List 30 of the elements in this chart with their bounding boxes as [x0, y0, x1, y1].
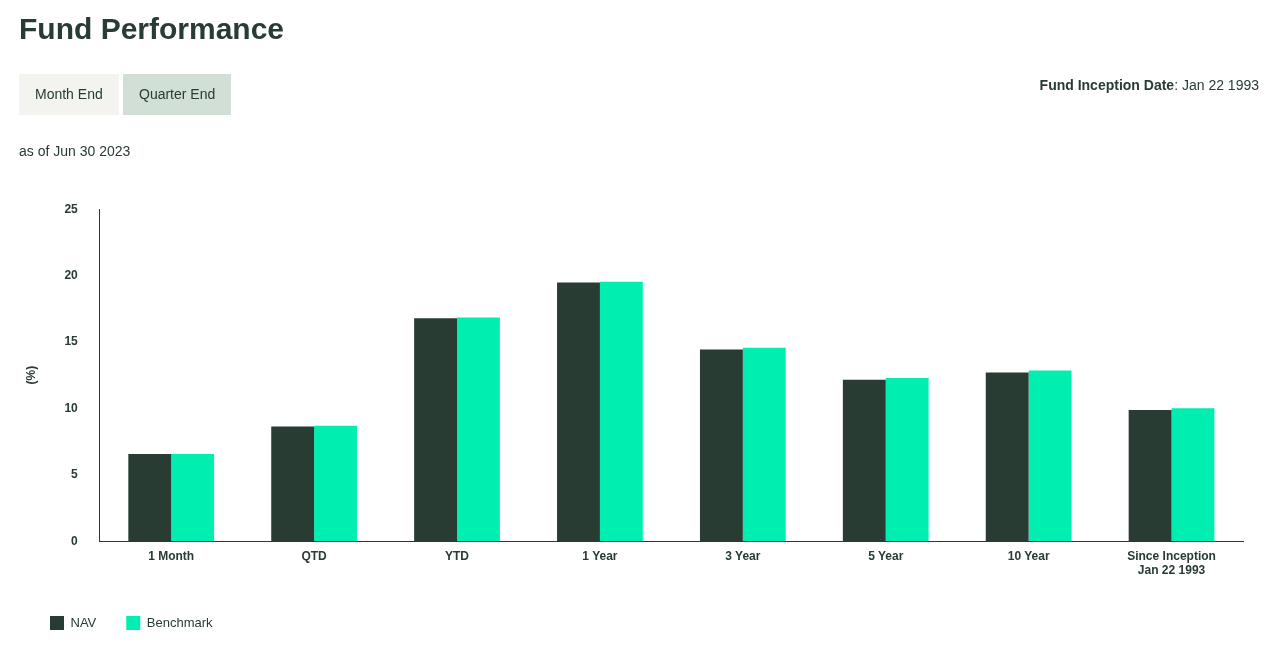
x-tick-label: 1 Year — [582, 548, 618, 563]
x-tick-label: YTD — [445, 548, 470, 563]
y-axis-title: (%) — [23, 365, 38, 385]
y-tick-label: 0 — [71, 533, 79, 548]
text: Fund Inception Date: Jan 22 1993 — [1039, 77, 1259, 93]
text: Quarter End — [123, 74, 232, 115]
bar — [1171, 408, 1215, 542]
bar — [885, 377, 929, 542]
x-tick-label: 5 Year — [868, 548, 904, 563]
y-tick-label: 25 — [64, 201, 79, 216]
y-tick-label: 20 — [64, 267, 79, 282]
text: Month End — [19, 74, 119, 115]
legend-label: NAV — [70, 614, 97, 630]
bar — [742, 347, 786, 542]
y-tick-label: 15 — [64, 334, 79, 349]
bar — [171, 454, 215, 542]
x-tick-label: 1 Month — [148, 548, 195, 563]
x-tick-label: 10 Year — [1007, 548, 1050, 563]
y-tick-label: 5 — [71, 467, 79, 482]
chart-title: Fund Performance — [19, 12, 285, 46]
chart-subtitle: as of Jun 30 2023 — [19, 143, 131, 159]
bar — [1028, 370, 1072, 542]
x-tick-label: 3 Year — [725, 548, 761, 563]
legend-label: Benchmark — [146, 614, 214, 630]
bar — [599, 281, 643, 542]
x-tick-label: Since Inception Jan 22 1993 — [1127, 548, 1216, 578]
y-tick-label: 10 — [64, 400, 79, 415]
bar — [314, 425, 357, 542]
bar — [457, 317, 500, 542]
x-tick-label: QTD — [301, 548, 328, 563]
